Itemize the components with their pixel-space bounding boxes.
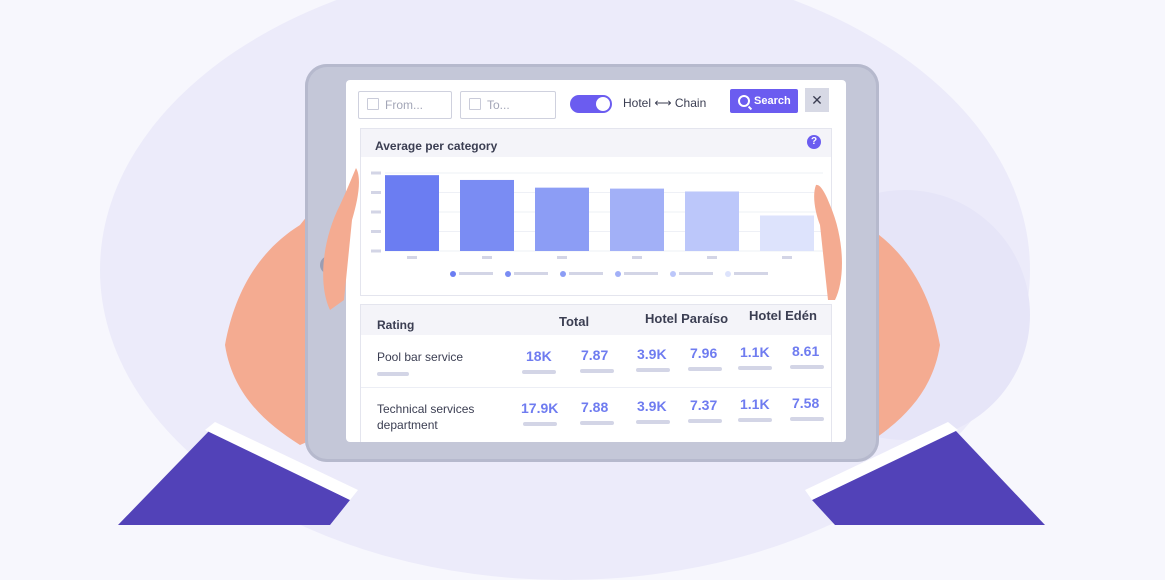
row-1-total-score: 7.87: [581, 347, 609, 363]
legend-label-placeholder: [624, 272, 658, 275]
chart-card: Average per category ?: [360, 128, 832, 296]
right-thumb: [814, 184, 842, 300]
x-tick-placeholder: [782, 256, 792, 259]
legend-label-placeholder: [514, 272, 548, 275]
placeholder-bar: [580, 421, 614, 425]
calendar-icon: [367, 98, 379, 110]
left-cuff: [205, 422, 358, 500]
placeholder-bar: [636, 420, 670, 424]
row-1-eden-score: 8.61: [792, 343, 820, 359]
row-1-paraiso-count: 3.9K: [637, 346, 667, 362]
legend-swatch: [450, 271, 456, 277]
bar-6[interactable]: [760, 215, 814, 251]
ratings-table: Rating Total Hotel Paraíso Hotel Edén Po…: [360, 304, 832, 442]
row-2-label: Technical services department: [377, 402, 475, 432]
search-icon: [738, 95, 750, 107]
legend-label-placeholder: [459, 272, 493, 275]
placeholder-bar: [738, 366, 772, 370]
left-thumb: [323, 168, 359, 310]
search-button[interactable]: Search: [730, 89, 798, 113]
right-sleeve: [812, 430, 1045, 525]
from-date-field[interactable]: From...: [358, 91, 452, 119]
bar-1[interactable]: [385, 175, 439, 251]
placeholder-bar: [738, 418, 772, 422]
chart-header: [361, 129, 831, 157]
bar-2[interactable]: [460, 179, 514, 251]
row-1-label: Pool bar service: [377, 350, 464, 364]
row-1-total-count: 18K: [526, 348, 552, 364]
calendar-icon: [469, 98, 481, 110]
placeholder-bar: [688, 419, 722, 423]
toggle-label: Hotel ⟷ Chain: [623, 96, 707, 110]
from-date-placeholder: From...: [385, 98, 423, 112]
y-tick-placeholder: [371, 210, 381, 214]
placeholder-bar: [580, 369, 614, 373]
to-date-placeholder: To...: [487, 98, 510, 112]
row-2-total-score: 7.88: [581, 399, 609, 415]
placeholder-bar: [790, 365, 824, 369]
placeholder-bar: [523, 422, 557, 426]
placeholder-bar: [688, 367, 722, 371]
row-divider: [361, 387, 831, 388]
right-cuff: [805, 422, 958, 500]
chart-title: Average per category: [375, 139, 498, 153]
legend-swatch: [615, 271, 621, 277]
x-tick-placeholder: [407, 256, 417, 259]
y-tick-placeholder: [371, 171, 381, 175]
legend-label-placeholder: [569, 272, 603, 275]
row-1-eden-count: 1.1K: [740, 344, 770, 360]
y-tick-placeholder: [371, 191, 381, 194]
bar-3[interactable]: [535, 187, 589, 251]
row-2-total-count: 17.9K: [521, 400, 559, 416]
header-hotel-eden: Hotel Edén: [749, 308, 817, 323]
bar-4[interactable]: [610, 188, 664, 251]
table-header: [361, 305, 831, 335]
x-tick-placeholder: [632, 256, 642, 259]
header-total: Total: [559, 314, 590, 329]
bar-5[interactable]: [685, 191, 739, 251]
legend-label-placeholder: [679, 272, 713, 275]
legend-label-placeholder: [734, 272, 768, 275]
placeholder-bar: [522, 370, 556, 374]
x-tick-placeholder: [707, 256, 717, 259]
header-rating: Rating: [377, 318, 415, 332]
to-date-field[interactable]: To...: [460, 91, 556, 119]
left-sleeve: [118, 430, 350, 525]
toggle-knob: [596, 97, 610, 111]
help-icon[interactable]: ?: [807, 135, 821, 149]
placeholder-bar: [377, 372, 409, 376]
close-button[interactable]: ✕: [805, 88, 829, 112]
y-tick-placeholder: [371, 230, 381, 233]
x-tick-placeholder: [482, 256, 492, 259]
y-tick-placeholder: [371, 249, 381, 253]
row-2-paraiso-count: 3.9K: [637, 398, 667, 414]
hotel-chain-toggle[interactable]: [570, 95, 612, 113]
row-2-eden-score: 7.58: [792, 395, 820, 411]
row-1-paraiso-score: 7.96: [690, 345, 718, 361]
placeholder-bar: [790, 417, 824, 421]
row-2-eden-count: 1.1K: [740, 396, 770, 412]
hands-front: [118, 168, 1045, 525]
legend-swatch: [725, 271, 731, 277]
row-2-paraiso-score: 7.37: [690, 397, 718, 413]
bar-chart: [371, 171, 823, 277]
tablet-screen: From... To... Hotel ⟷ Chain Search ✕ Ave…: [346, 80, 846, 442]
legend-swatch: [560, 271, 566, 277]
legend-swatch: [670, 271, 676, 277]
x-tick-placeholder: [557, 256, 567, 259]
placeholder-bar: [636, 368, 670, 372]
header-hotel-paraiso: Hotel Paraíso: [645, 311, 729, 326]
legend-swatch: [505, 271, 511, 277]
search-button-label: Search: [754, 95, 791, 107]
